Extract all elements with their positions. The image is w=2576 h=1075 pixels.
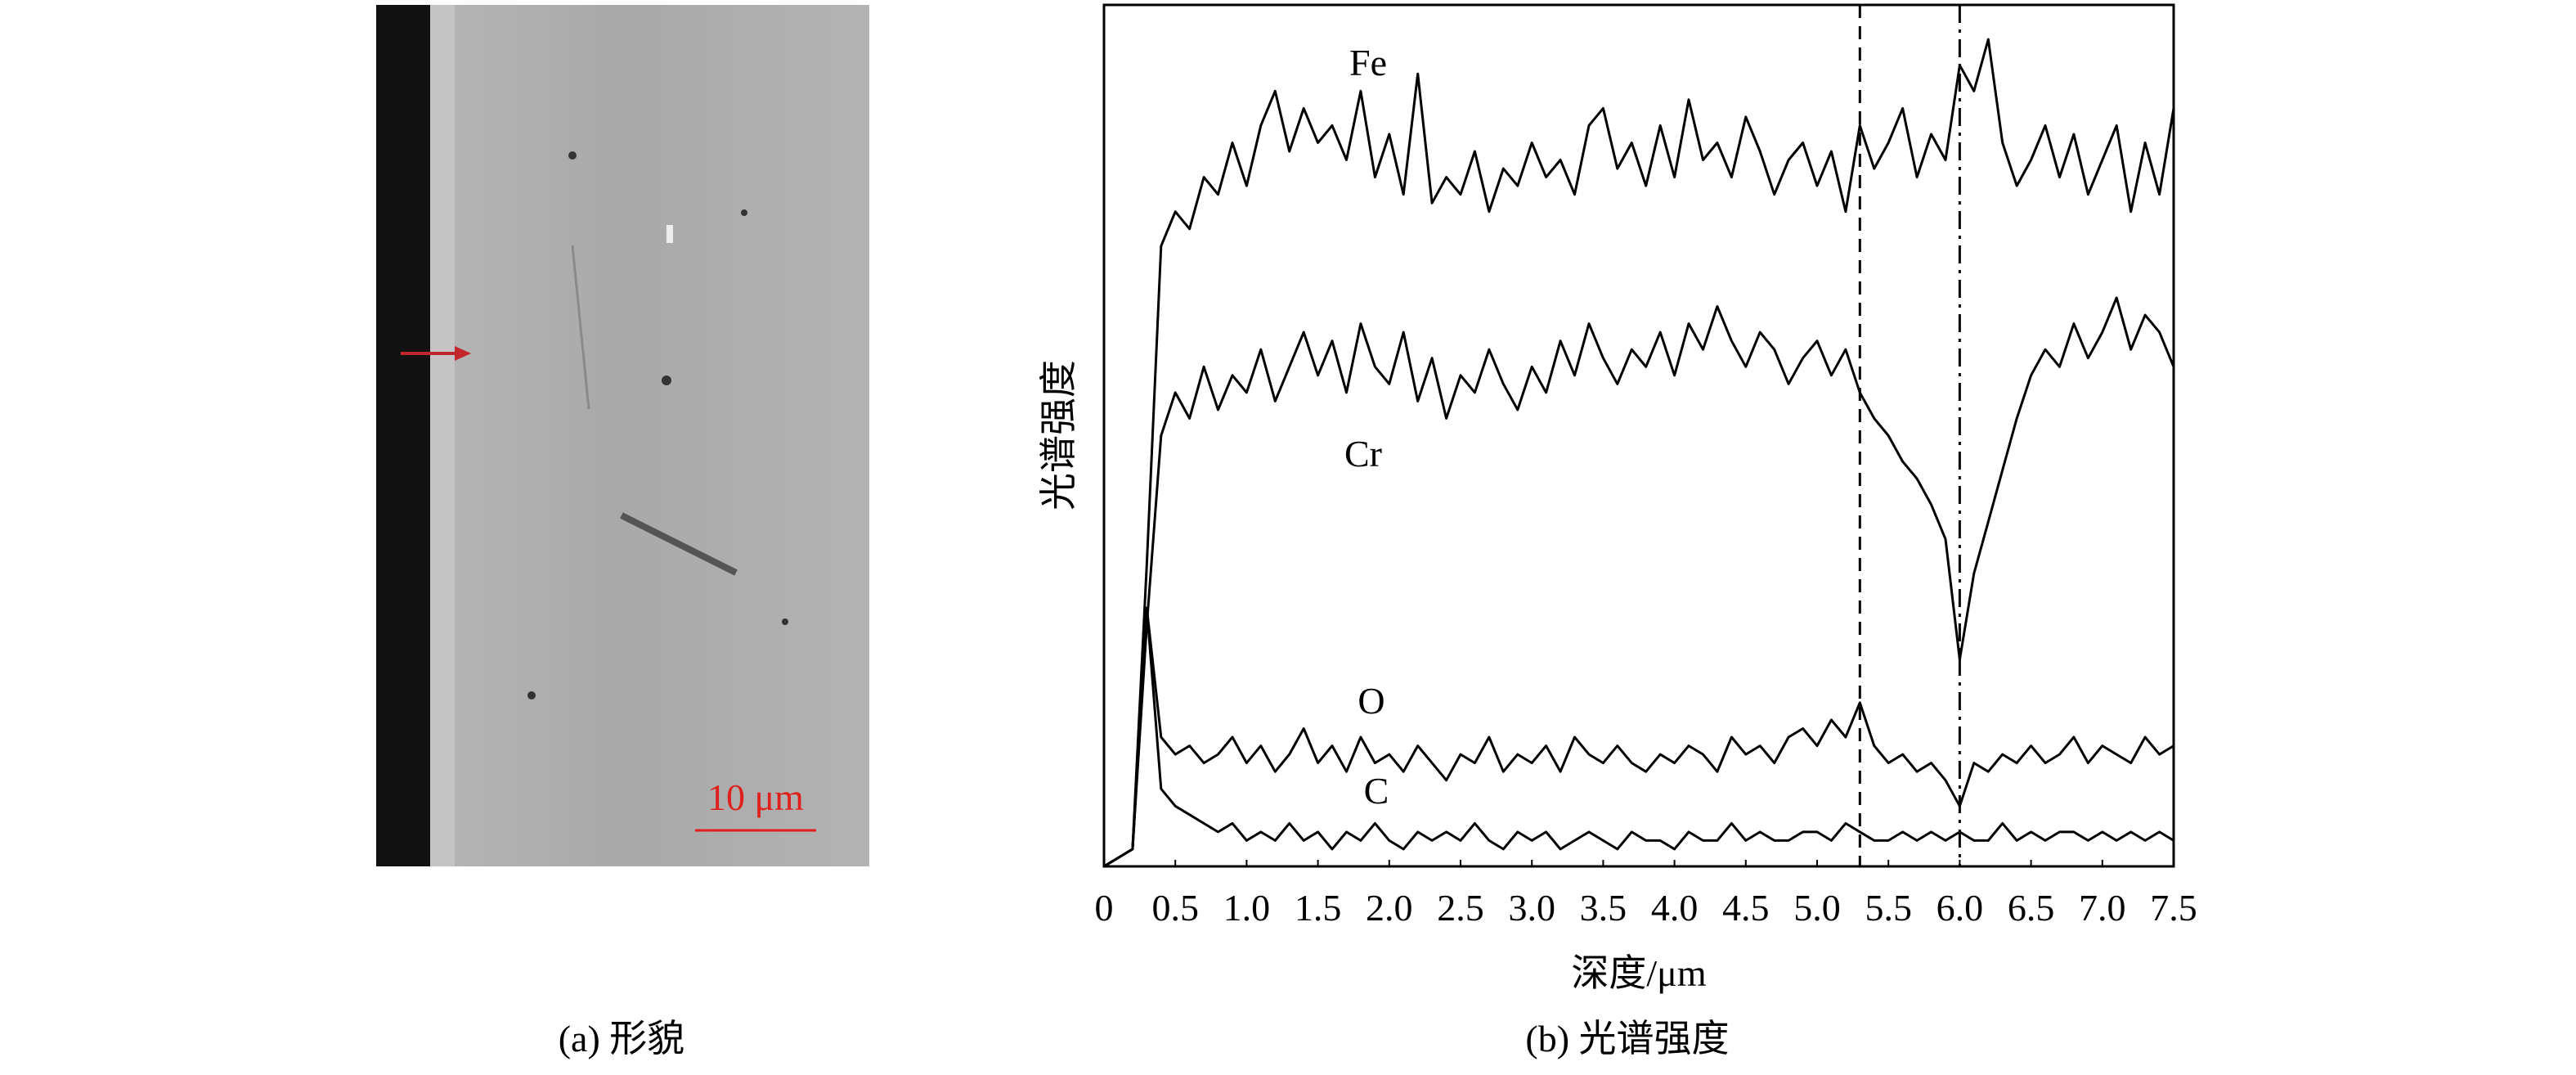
arrow-head	[455, 346, 471, 361]
caption: (a) 形貌	[559, 1018, 685, 1059]
x-tick-label: 6.0	[1936, 887, 1984, 929]
x-tick-label: 7.0	[2079, 887, 2126, 929]
caption: (b) 光谱强度	[1525, 1018, 1729, 1059]
series-line	[1103, 606, 2174, 868]
series-line	[1103, 38, 2175, 868]
x-tick-label: 0	[1095, 887, 1114, 929]
micrograph-speck	[741, 209, 747, 216]
micrograph-surface	[376, 5, 869, 866]
x-tick-label: 7.5	[2150, 887, 2197, 929]
x-tick-label: 5.5	[1865, 887, 1912, 929]
x-tick-label: 6.5	[2008, 887, 2055, 929]
micrograph-scratch	[571, 245, 590, 410]
x-axis-label: 深度/μm	[1571, 952, 1706, 994]
x-tick-label: 2.0	[1366, 887, 1413, 929]
micrograph-speck	[662, 376, 671, 385]
series-line	[1103, 296, 2175, 868]
x-tick-label: 3.5	[1580, 887, 1627, 929]
plot-frame	[1102, 3, 2175, 868]
micrograph-speck	[568, 151, 577, 160]
series-label: Fe	[1349, 42, 1387, 83]
x-tick-label: 0.5	[1151, 887, 1199, 929]
micrograph-speck	[782, 618, 788, 625]
micrograph-edge	[376, 5, 430, 866]
scale-bar-label: 10 μm	[707, 776, 804, 818]
x-tick-label: 1.5	[1295, 887, 1342, 929]
x-tick-label: 5.0	[1793, 887, 1841, 929]
x-tick-label: 1.0	[1223, 887, 1271, 929]
x-tick-label: 4.0	[1651, 887, 1699, 929]
micrograph-highlight	[666, 225, 673, 243]
x-tick-label: 3.0	[1508, 887, 1555, 929]
x-tick-label: 4.5	[1722, 887, 1770, 929]
micrograph-layer	[430, 5, 455, 866]
micrograph-speck	[527, 691, 536, 699]
series-label: O	[1358, 680, 1384, 722]
series-label: C	[1364, 770, 1389, 812]
series-label: Cr	[1344, 433, 1382, 475]
micrograph: 10 μm	[376, 5, 869, 866]
y-axis-label: 光谱强度	[1038, 360, 1079, 511]
series-line	[1103, 606, 2174, 868]
x-tick-label: 2.5	[1437, 887, 1484, 929]
micrograph-scratch	[620, 512, 738, 576]
